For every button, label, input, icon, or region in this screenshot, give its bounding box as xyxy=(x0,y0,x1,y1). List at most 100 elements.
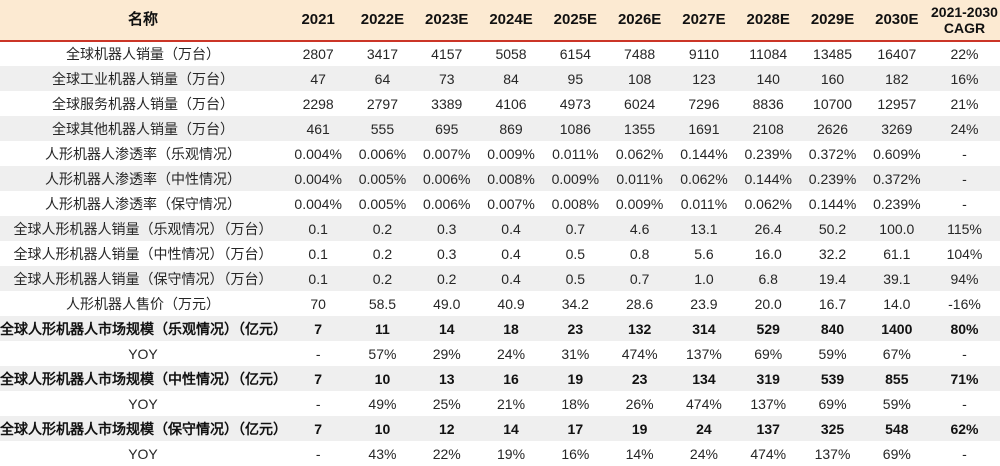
value-cell: 695 xyxy=(414,116,479,141)
value-cell: 0.5 xyxy=(543,241,608,266)
cagr-cell: 94% xyxy=(928,266,1000,291)
value-cell: 0.005% xyxy=(350,166,415,191)
value-cell: 0.609% xyxy=(864,141,929,166)
cagr-cell: 115% xyxy=(928,216,1000,241)
cagr-cell: - xyxy=(928,391,1000,416)
value-cell: 4157 xyxy=(414,41,479,66)
value-cell: 0.008% xyxy=(478,166,544,191)
value-cell: 34.2 xyxy=(543,291,608,316)
cagr-cell: -16% xyxy=(928,291,1000,316)
cagr-cell: 24% xyxy=(928,116,1000,141)
table-row: YOY -57% 29% 24% 31% 474% 137% 69% 59% 67% - xyxy=(0,341,1000,366)
value-cell: 14.0 xyxy=(864,291,929,316)
value-cell: 0.005% xyxy=(350,191,415,216)
value-cell: 16407 xyxy=(864,41,929,66)
value-cell: 137 xyxy=(736,416,801,441)
value-cell: 0.011% xyxy=(543,141,608,166)
row-label: 全球机器人销量（万台） xyxy=(0,41,286,66)
table-row: 全球人形机器人市场规模（乐观情况）（亿元） 7 11 14 18 23 132 314 529 8… xyxy=(0,316,1000,341)
value-cell: 140 xyxy=(736,66,801,91)
table-row: 全球人形机器人销量（中性情况）（万台） 0.1 0.2 0.3 0.4 0.5 0.8 5.6… xyxy=(0,241,1000,266)
value-cell: 1086 xyxy=(543,116,608,141)
value-cell: 23.9 xyxy=(671,291,737,316)
value-cell: 49.0 xyxy=(414,291,479,316)
row-label: 全球人形机器人市场规模（乐观情况）（亿元） xyxy=(0,316,286,341)
header-cell-year: 2022E xyxy=(350,0,415,42)
value-cell: 0.144% xyxy=(671,141,737,166)
value-cell: 69% xyxy=(800,391,865,416)
value-cell: 0.372% xyxy=(864,166,929,191)
value-cell: 32.2 xyxy=(800,241,865,266)
table-row: 全球人形机器人市场规模（保守情况）（亿元） 7 10 12 14 17 19 24 137 325… xyxy=(0,416,1000,441)
value-cell: 10700 xyxy=(800,91,865,116)
value-cell: 16% xyxy=(543,441,608,466)
value-cell: 10 xyxy=(350,416,415,441)
table-body: 全球机器人销量（万台） 2807 3417 4157 5058 6154 7488 9110 1… xyxy=(0,41,1000,466)
value-cell: 0.1 xyxy=(286,266,351,291)
value-cell: 0.3 xyxy=(414,241,479,266)
value-cell: 73 xyxy=(414,66,479,91)
value-cell: 8836 xyxy=(736,91,801,116)
cagr-cell: 16% xyxy=(928,66,1000,91)
value-cell: 0.004% xyxy=(286,141,351,166)
value-cell: 14 xyxy=(414,316,479,341)
value-cell: 840 xyxy=(800,316,865,341)
cagr-cell: 80% xyxy=(928,316,1000,341)
value-cell: 2108 xyxy=(736,116,801,141)
value-cell: 22% xyxy=(414,441,479,466)
value-cell: 61.1 xyxy=(864,241,929,266)
header-cell-year: 2024E xyxy=(478,0,544,42)
value-cell: 132 xyxy=(607,316,672,341)
cagr-cell: - xyxy=(928,166,1000,191)
value-cell: 0.006% xyxy=(414,166,479,191)
table-row: 人形机器人渗透率（保守情况） 0.004% 0.005% 0.006% 0.007% 0.… xyxy=(0,191,1000,216)
value-cell: 0.011% xyxy=(607,166,672,191)
value-cell: 7 xyxy=(286,366,351,391)
row-label: 人形机器人渗透率（保守情况） xyxy=(0,191,286,216)
value-cell: 855 xyxy=(864,366,929,391)
value-cell: 555 xyxy=(350,116,415,141)
value-cell: 57% xyxy=(350,341,415,366)
header-cell-year: 2028E xyxy=(736,0,801,42)
value-cell: 529 xyxy=(736,316,801,341)
value-cell: 137% xyxy=(736,391,801,416)
header-cell-year: 2027E xyxy=(671,0,737,42)
header-cell-year: 2021 xyxy=(286,0,351,42)
value-cell: 5.6 xyxy=(671,241,737,266)
value-cell: 16 xyxy=(478,366,544,391)
header-cell-year: 2029E xyxy=(800,0,865,42)
row-label: 全球人形机器人市场规模（中性情况）（亿元） xyxy=(0,366,286,391)
value-cell: 0.144% xyxy=(800,191,865,216)
value-cell: 64 xyxy=(350,66,415,91)
value-cell: 5058 xyxy=(478,41,544,66)
value-cell: - xyxy=(286,341,351,366)
value-cell: 39.1 xyxy=(864,266,929,291)
header-cell-name: 名称 xyxy=(0,0,286,42)
value-cell: 67% xyxy=(864,341,929,366)
value-cell: 1400 xyxy=(864,316,929,341)
cagr-cell: - xyxy=(928,191,1000,216)
value-cell: 0.7 xyxy=(607,266,672,291)
value-cell: 2298 xyxy=(286,91,351,116)
value-cell: 0.007% xyxy=(414,141,479,166)
value-cell: 0.2 xyxy=(414,266,479,291)
value-cell: 539 xyxy=(800,366,865,391)
value-cell: 4973 xyxy=(543,91,608,116)
value-cell: 29% xyxy=(414,341,479,366)
value-cell: 26.4 xyxy=(736,216,801,241)
value-cell: 13485 xyxy=(800,41,865,66)
value-cell: 0.008% xyxy=(543,191,608,216)
value-cell: 7 xyxy=(286,316,351,341)
value-cell: 2807 xyxy=(286,41,351,66)
value-cell: 16.0 xyxy=(736,241,801,266)
value-cell: 4.6 xyxy=(607,216,672,241)
cagr-cell: - xyxy=(928,141,1000,166)
value-cell: 20.0 xyxy=(736,291,801,316)
value-cell: 14 xyxy=(478,416,544,441)
value-cell: 49% xyxy=(350,391,415,416)
value-cell: 314 xyxy=(671,316,737,341)
value-cell: - xyxy=(286,391,351,416)
value-cell: 95 xyxy=(543,66,608,91)
value-cell: 0.006% xyxy=(350,141,415,166)
value-cell: 21% xyxy=(478,391,544,416)
